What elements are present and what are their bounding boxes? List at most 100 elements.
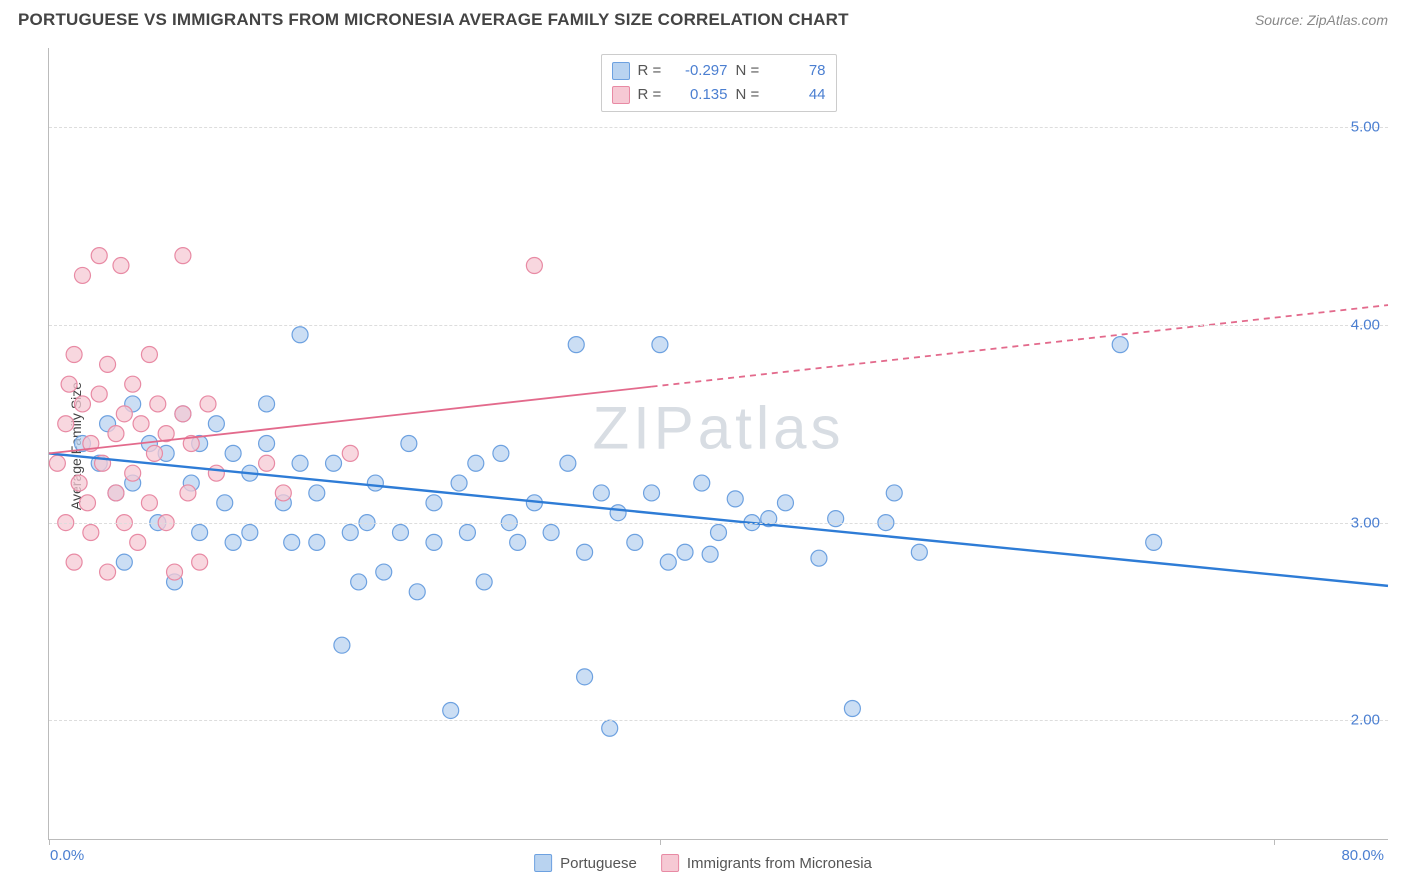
legend-swatch bbox=[534, 854, 552, 872]
data-point bbox=[242, 524, 258, 540]
data-point bbox=[326, 455, 342, 471]
data-point bbox=[100, 356, 116, 372]
chart-title: PORTUGUESE VS IMMIGRANTS FROM MICRONESIA… bbox=[18, 10, 849, 30]
data-point bbox=[1146, 534, 1162, 550]
data-point bbox=[225, 534, 241, 550]
data-point bbox=[844, 700, 860, 716]
legend-label: Portuguese bbox=[560, 855, 637, 872]
data-point bbox=[225, 445, 241, 461]
data-point bbox=[66, 347, 82, 363]
data-point bbox=[309, 534, 325, 550]
data-point bbox=[74, 396, 90, 412]
data-point bbox=[568, 337, 584, 353]
data-point bbox=[811, 550, 827, 566]
data-point bbox=[577, 544, 593, 560]
data-point bbox=[133, 416, 149, 432]
data-point bbox=[409, 584, 425, 600]
series-legend: Portuguese Immigrants from Micronesia bbox=[534, 854, 872, 872]
trend-line bbox=[49, 453, 1388, 585]
data-point bbox=[108, 426, 124, 442]
data-point bbox=[71, 475, 87, 491]
data-point bbox=[777, 495, 793, 511]
legend-item: Portuguese bbox=[534, 854, 637, 872]
data-point bbox=[130, 534, 146, 550]
data-point bbox=[694, 475, 710, 491]
data-point bbox=[727, 491, 743, 507]
data-point bbox=[192, 554, 208, 570]
x-tick-marker bbox=[660, 839, 661, 845]
data-point bbox=[652, 337, 668, 353]
data-point bbox=[259, 455, 275, 471]
n-value: 44 bbox=[772, 83, 826, 107]
data-point bbox=[526, 258, 542, 274]
chart-header: PORTUGUESE VS IMMIGRANTS FROM MICRONESIA… bbox=[0, 0, 1406, 38]
data-point bbox=[91, 248, 107, 264]
data-point bbox=[593, 485, 609, 501]
data-point bbox=[74, 267, 90, 283]
data-point bbox=[79, 495, 95, 511]
x-axis-start-label: 0.0% bbox=[50, 847, 84, 864]
data-point bbox=[259, 436, 275, 452]
gridline bbox=[49, 720, 1388, 721]
data-point bbox=[175, 406, 191, 422]
legend-swatch bbox=[661, 854, 679, 872]
y-tick-label: 4.00 bbox=[1351, 316, 1380, 333]
data-point bbox=[543, 524, 559, 540]
data-point bbox=[451, 475, 467, 491]
data-point bbox=[1112, 337, 1128, 353]
data-point bbox=[660, 554, 676, 570]
n-label: N = bbox=[736, 83, 764, 107]
legend-label: Immigrants from Micronesia bbox=[687, 855, 872, 872]
legend-swatch bbox=[612, 62, 630, 80]
data-point bbox=[426, 534, 442, 550]
data-point bbox=[146, 445, 162, 461]
n-label: N = bbox=[736, 59, 764, 83]
gridline bbox=[49, 127, 1388, 128]
data-point bbox=[208, 416, 224, 432]
data-point bbox=[259, 396, 275, 412]
data-point bbox=[493, 445, 509, 461]
data-point bbox=[342, 445, 358, 461]
data-point bbox=[66, 554, 82, 570]
data-point bbox=[886, 485, 902, 501]
trend-line-dashed bbox=[652, 305, 1388, 387]
y-tick-label: 3.00 bbox=[1351, 514, 1380, 531]
data-point bbox=[342, 524, 358, 540]
data-point bbox=[577, 669, 593, 685]
data-point bbox=[828, 511, 844, 527]
data-point bbox=[141, 347, 157, 363]
data-point bbox=[116, 554, 132, 570]
data-point bbox=[443, 702, 459, 718]
data-point bbox=[192, 524, 208, 540]
chart-source: Source: ZipAtlas.com bbox=[1255, 12, 1388, 28]
data-point bbox=[426, 495, 442, 511]
data-point bbox=[58, 416, 74, 432]
data-point bbox=[100, 564, 116, 580]
data-point bbox=[627, 534, 643, 550]
y-tick-label: 2.00 bbox=[1351, 712, 1380, 729]
data-point bbox=[116, 406, 132, 422]
r-value: -0.297 bbox=[674, 59, 728, 83]
data-point bbox=[351, 574, 367, 590]
data-point bbox=[309, 485, 325, 501]
data-point bbox=[49, 455, 65, 471]
data-point bbox=[125, 465, 141, 481]
data-point bbox=[150, 396, 166, 412]
data-point bbox=[644, 485, 660, 501]
data-point bbox=[91, 386, 107, 402]
data-point bbox=[560, 455, 576, 471]
data-point bbox=[125, 376, 141, 392]
data-point bbox=[113, 258, 129, 274]
data-point bbox=[392, 524, 408, 540]
data-point bbox=[175, 248, 191, 264]
r-label: R = bbox=[638, 83, 666, 107]
x-tick-marker bbox=[1274, 839, 1275, 845]
data-point bbox=[468, 455, 484, 471]
data-point bbox=[180, 485, 196, 501]
r-value: 0.135 bbox=[674, 83, 728, 107]
correlation-legend: R =-0.297N =78R =0.135N =44 bbox=[601, 54, 837, 112]
data-point bbox=[376, 564, 392, 580]
legend-swatch bbox=[612, 86, 630, 104]
legend-stat-row: R = 0.135 N = 44 bbox=[612, 83, 826, 107]
data-point bbox=[510, 534, 526, 550]
